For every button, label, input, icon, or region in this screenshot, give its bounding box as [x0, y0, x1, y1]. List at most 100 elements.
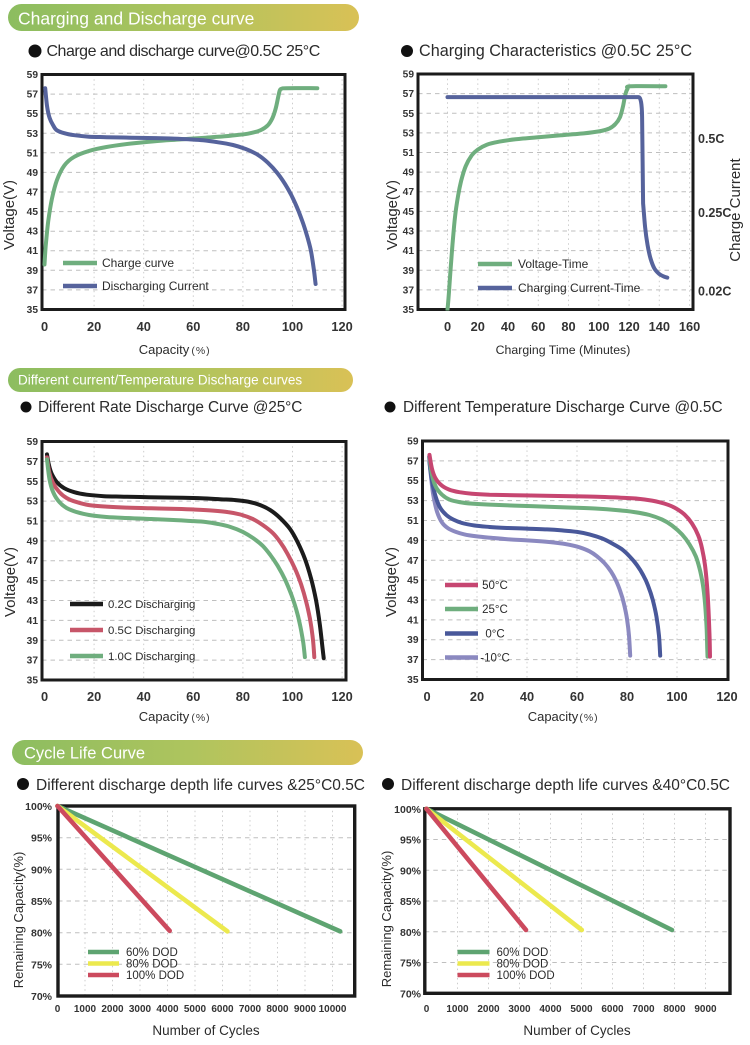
svg-text:80%: 80% — [31, 928, 53, 940]
svg-text:10000: 10000 — [319, 1004, 347, 1015]
svg-text:90%: 90% — [31, 864, 53, 876]
svg-text:53: 53 — [27, 497, 39, 508]
svg-text:120: 120 — [331, 319, 352, 334]
svg-text:59: 59 — [407, 437, 419, 448]
svg-text:40: 40 — [520, 689, 534, 704]
svg-text:Charging and Discharge curve: Charging and Discharge curve — [18, 9, 254, 29]
svg-text:41: 41 — [27, 616, 39, 627]
svg-text:100: 100 — [282, 689, 303, 704]
svg-text:41: 41 — [403, 246, 415, 257]
svg-text:51: 51 — [27, 148, 39, 159]
svg-text:120: 120 — [331, 689, 352, 704]
svg-text:7000: 7000 — [239, 1004, 262, 1015]
svg-text:35: 35 — [27, 676, 39, 687]
svg-text:Charge curve: Charge curve — [102, 256, 174, 270]
svg-text:55: 55 — [27, 109, 39, 120]
svg-text:0.25C: 0.25C — [698, 206, 731, 220]
svg-text:39: 39 — [27, 266, 39, 277]
svg-text:0.5C: 0.5C — [698, 132, 724, 146]
svg-text:0.5C Discharging: 0.5C Discharging — [108, 625, 195, 637]
svg-text:55: 55 — [403, 109, 415, 120]
svg-text:57: 57 — [27, 90, 39, 101]
svg-text:45: 45 — [27, 207, 39, 218]
svg-text:37: 37 — [407, 655, 419, 666]
svg-text:4000: 4000 — [156, 1004, 179, 1015]
svg-text:85%: 85% — [400, 896, 422, 908]
svg-text:0: 0 — [55, 1004, 61, 1015]
svg-text:39: 39 — [407, 635, 419, 646]
svg-text:49: 49 — [27, 536, 39, 547]
svg-text:59: 59 — [403, 70, 415, 81]
svg-text:49: 49 — [403, 168, 415, 179]
svg-text:20: 20 — [470, 689, 484, 704]
svg-text:95%: 95% — [400, 835, 422, 847]
svg-text:2000: 2000 — [101, 1004, 124, 1015]
svg-text:60: 60 — [186, 319, 200, 334]
svg-text:160: 160 — [679, 319, 700, 334]
svg-text:0: 0 — [41, 689, 48, 704]
svg-text:Remaining Capacity(%): Remaining Capacity(%) — [11, 852, 26, 989]
svg-text:43: 43 — [27, 227, 39, 238]
svg-text:47: 47 — [403, 187, 415, 198]
svg-text:41: 41 — [407, 615, 419, 626]
svg-text:Charge Current: Charge Current — [727, 157, 744, 261]
svg-text:59: 59 — [27, 437, 39, 448]
svg-text:(%): (%) — [191, 712, 210, 724]
svg-text:60: 60 — [186, 689, 200, 704]
svg-text:8000: 8000 — [266, 1004, 289, 1015]
svg-text:53: 53 — [407, 496, 419, 507]
svg-text:100%: 100% — [394, 804, 422, 816]
svg-text:45: 45 — [27, 576, 39, 587]
svg-text:43: 43 — [403, 227, 415, 238]
svg-text:80% DOD: 80% DOD — [126, 958, 178, 970]
svg-text:75%: 75% — [31, 959, 53, 971]
svg-text:Different current/Temperature: Different current/Temperature Discharge … — [18, 373, 302, 388]
svg-text:51: 51 — [407, 516, 419, 527]
svg-text:Voltage(V): Voltage(V) — [384, 180, 401, 250]
svg-text:Remaining Capacity(%): Remaining Capacity(%) — [379, 851, 394, 988]
svg-text:6000: 6000 — [601, 1004, 624, 1015]
svg-text:59: 59 — [27, 70, 39, 81]
svg-text:80: 80 — [236, 689, 250, 704]
svg-text:Different Temperature Discharg: Different Temperature Discharge Curve @0… — [403, 399, 723, 416]
svg-text:80%: 80% — [400, 927, 422, 939]
svg-text:9000: 9000 — [694, 1004, 717, 1015]
svg-text:1000: 1000 — [446, 1004, 469, 1015]
svg-text:45: 45 — [403, 207, 415, 218]
svg-text:Charging Characteristics @0.5C: Charging Characteristics @0.5C 25°C — [419, 42, 692, 60]
svg-text:Capacity: Capacity — [139, 709, 190, 724]
svg-text:51: 51 — [403, 148, 415, 159]
svg-text:43: 43 — [27, 596, 39, 607]
svg-text:75%: 75% — [400, 958, 422, 970]
svg-text:120: 120 — [618, 319, 639, 334]
svg-text:0: 0 — [424, 1004, 430, 1015]
svg-text:37: 37 — [27, 656, 39, 667]
svg-text:100: 100 — [282, 319, 303, 334]
svg-text:100% DOD: 100% DOD — [497, 970, 555, 982]
svg-text:5000: 5000 — [570, 1004, 593, 1015]
svg-text:70%: 70% — [31, 991, 53, 1003]
svg-text:51: 51 — [27, 517, 39, 528]
svg-text:41: 41 — [27, 246, 39, 257]
svg-text:Capacity: Capacity — [528, 709, 579, 724]
svg-text:80: 80 — [620, 689, 634, 704]
svg-text:5000: 5000 — [184, 1004, 207, 1015]
svg-text:8000: 8000 — [663, 1004, 686, 1015]
svg-text:Capacity: Capacity — [139, 342, 190, 357]
svg-text:Discharging Current: Discharging Current — [102, 279, 209, 293]
svg-text:120: 120 — [716, 689, 737, 704]
svg-text:7000: 7000 — [632, 1004, 655, 1015]
svg-text:60% DOD: 60% DOD — [126, 947, 178, 959]
svg-text:47: 47 — [27, 188, 39, 199]
svg-text:50°C: 50°C — [482, 580, 508, 592]
svg-text:49: 49 — [407, 536, 419, 547]
svg-text:39: 39 — [403, 266, 415, 277]
svg-text:Charge and discharge curve@0.5: Charge and discharge curve@0.5C 25°C — [47, 43, 320, 60]
svg-text:57: 57 — [27, 457, 39, 468]
svg-text:1000: 1000 — [74, 1004, 97, 1015]
svg-text:4000: 4000 — [539, 1004, 562, 1015]
svg-text:Voltage(V): Voltage(V) — [2, 547, 19, 617]
svg-text:60: 60 — [570, 689, 584, 704]
svg-text:6000: 6000 — [211, 1004, 234, 1015]
svg-text:Cycle Life Curve: Cycle Life Curve — [24, 745, 145, 763]
